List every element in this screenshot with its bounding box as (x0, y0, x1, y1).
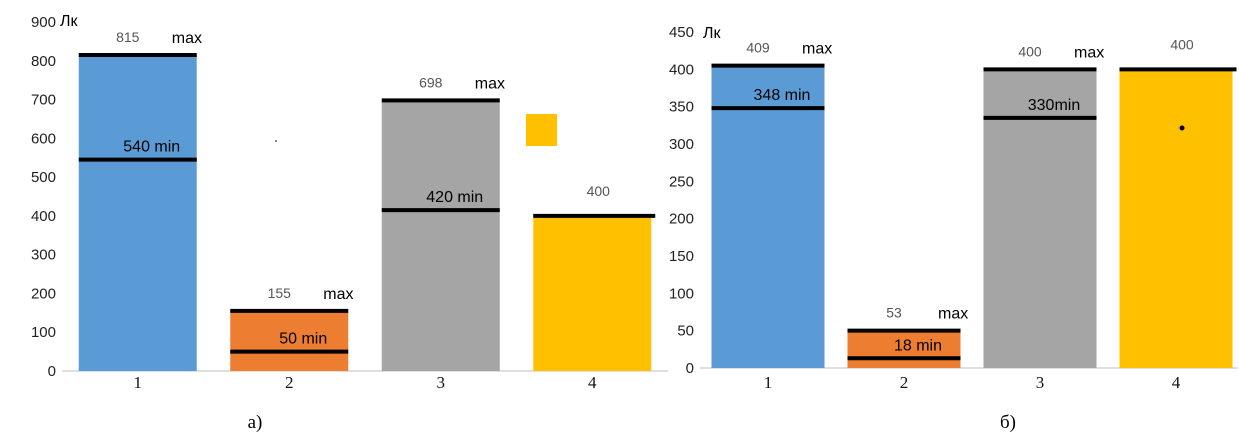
y-tick-label: 100 (31, 324, 56, 341)
bar-4 (533, 215, 652, 371)
y-unit-label: Лк (703, 25, 722, 42)
y-tick-label: 100 (669, 285, 694, 302)
x-tick-label: 3 (1036, 373, 1045, 392)
value-label-2: 155 (268, 285, 292, 301)
panel-caption: а) (248, 412, 263, 433)
max-label-3: max (1074, 44, 1104, 61)
y-tick-label: 50 (677, 323, 694, 340)
x-tick-label: 2 (285, 373, 294, 392)
bar-3 (983, 69, 1097, 368)
y-tick-label: 450 (669, 24, 694, 41)
y-tick-label: 150 (669, 248, 694, 265)
max-label-1: max (802, 41, 832, 58)
value-label-4: 400 (587, 183, 611, 199)
y-tick-label: 400 (669, 61, 694, 78)
y-tick-label: 800 (31, 53, 56, 70)
x-tick-label: 4 (588, 373, 597, 392)
y-tick-label: 400 (31, 208, 56, 225)
value-label-1: 815 (116, 29, 140, 45)
min-label-3: 420 min (426, 189, 483, 206)
legend-swatch (526, 114, 557, 146)
y-tick-label: 500 (31, 169, 56, 186)
min-label-1: 540 min (123, 139, 180, 156)
bar-4 (1119, 69, 1233, 368)
y-tick-label: 200 (31, 285, 56, 302)
bar-1 (711, 65, 825, 368)
min-label-3: 330min (1028, 97, 1080, 114)
bar-2 (230, 310, 349, 371)
value-label-3: 400 (1018, 43, 1042, 59)
x-tick-label: 4 (1172, 373, 1181, 392)
y-tick-label: 300 (669, 136, 694, 153)
min-label-1: 348 min (754, 87, 811, 104)
stray-dot (275, 140, 277, 142)
max-label-2: max (938, 306, 968, 323)
x-tick-label: 1 (764, 373, 773, 392)
min-label-2: 50 min (279, 331, 327, 348)
max-label-1: max (172, 30, 202, 47)
y-tick-label: 350 (669, 99, 694, 116)
value-label-2: 53 (886, 305, 902, 321)
y-tick-label: 300 (31, 247, 56, 264)
min-label-2: 18 min (894, 337, 942, 354)
x-tick-label: 3 (437, 373, 446, 392)
y-tick-label: 600 (31, 130, 56, 147)
y-tick-label: 900 (31, 14, 56, 31)
y-tick-label: 0 (48, 363, 56, 380)
value-label-3: 698 (419, 74, 443, 90)
y-tick-label: 200 (669, 211, 694, 228)
stray-dot (1179, 125, 1185, 131)
bar-2 (847, 330, 961, 368)
value-label-1: 409 (746, 40, 770, 56)
y-tick-label: 0 (686, 360, 694, 377)
panel-caption: б) (1000, 412, 1016, 433)
y-tick-label: 250 (669, 173, 694, 190)
value-label-4: 400 (1170, 36, 1194, 52)
max-label-3: max (475, 75, 505, 92)
x-tick-label: 2 (900, 373, 909, 392)
y-unit-label: Лк (60, 13, 79, 30)
bar-1 (78, 54, 197, 371)
y-tick-label: 700 (31, 92, 56, 109)
max-label-2: max (323, 286, 353, 303)
x-tick-label: 1 (134, 373, 143, 392)
bar-3 (381, 100, 500, 371)
